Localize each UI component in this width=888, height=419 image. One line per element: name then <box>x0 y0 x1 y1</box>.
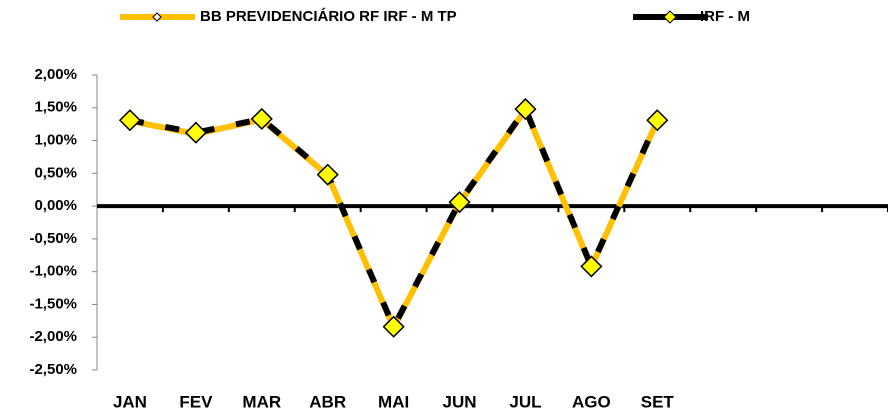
legend-marker <box>152 12 162 22</box>
x-tick-label: FEV <box>179 392 213 411</box>
marker <box>580 255 603 278</box>
x-tick-label: MAI <box>378 392 409 411</box>
y-tick-label: -1,00% <box>29 263 77 280</box>
legend-label: IRF - M <box>700 8 750 25</box>
y-tick-label: -2,50% <box>29 361 77 378</box>
marker <box>382 315 405 338</box>
y-tick-label: 0,50% <box>34 164 77 181</box>
x-tick-label: SET <box>641 392 675 411</box>
y-tick-label: 1,50% <box>34 99 77 116</box>
y-tick-label: -0,50% <box>29 230 77 247</box>
marker <box>316 163 339 186</box>
y-tick-label: 1,00% <box>34 132 77 149</box>
x-tick-label: JUN <box>443 392 477 411</box>
marker <box>646 109 669 132</box>
x-tick-label: AGO <box>572 392 611 411</box>
legend-label: BB PREVIDENCIÁRIO RF IRF - M TP <box>200 8 457 25</box>
series-line <box>129 106 661 330</box>
y-tick-label: -1,50% <box>29 295 77 312</box>
marker <box>514 98 537 121</box>
y-tick-label: -2,00% <box>29 328 77 345</box>
marker <box>250 107 273 130</box>
marker <box>184 121 207 144</box>
x-tick-label: ABR <box>309 392 346 411</box>
marker <box>118 109 142 132</box>
x-tick-label: MAR <box>242 392 281 411</box>
y-tick-label: 2,00% <box>34 66 77 83</box>
x-tick-label: JAN <box>113 392 147 411</box>
y-tick-label: 0,00% <box>34 197 77 214</box>
marker <box>448 191 471 214</box>
series-line <box>129 106 661 331</box>
x-tick-label: JUL <box>509 392 541 411</box>
legend-marker <box>663 10 677 24</box>
